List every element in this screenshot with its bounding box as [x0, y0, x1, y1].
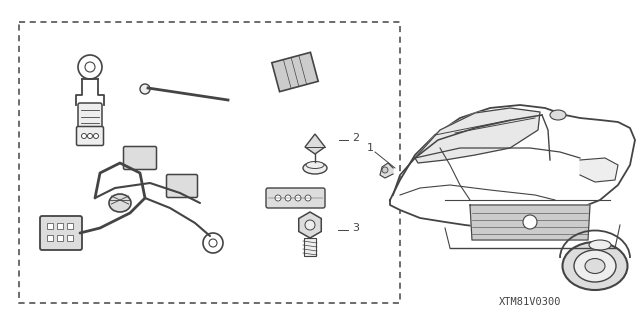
Polygon shape	[470, 205, 590, 240]
Polygon shape	[415, 108, 540, 163]
Polygon shape	[305, 134, 325, 154]
Polygon shape	[380, 163, 393, 178]
Ellipse shape	[585, 258, 605, 273]
Bar	[67, 223, 73, 229]
Bar	[47, 235, 53, 241]
Circle shape	[93, 133, 99, 138]
Circle shape	[275, 195, 281, 201]
Circle shape	[81, 133, 86, 138]
Circle shape	[382, 167, 388, 173]
Ellipse shape	[574, 250, 616, 282]
Text: 3: 3	[352, 223, 359, 233]
Ellipse shape	[550, 110, 566, 120]
FancyBboxPatch shape	[124, 146, 157, 169]
Circle shape	[88, 133, 93, 138]
Circle shape	[285, 195, 291, 201]
FancyBboxPatch shape	[40, 216, 82, 250]
Bar	[19, 22, 400, 303]
Circle shape	[140, 84, 150, 94]
Bar	[57, 223, 63, 229]
Circle shape	[295, 195, 301, 201]
Ellipse shape	[563, 242, 627, 290]
FancyBboxPatch shape	[77, 127, 104, 145]
Ellipse shape	[306, 161, 324, 168]
Bar	[304, 238, 316, 256]
FancyBboxPatch shape	[166, 174, 198, 197]
Text: 1: 1	[367, 143, 374, 153]
Ellipse shape	[589, 240, 611, 250]
Text: 2: 2	[352, 133, 359, 143]
Bar	[57, 235, 63, 241]
FancyBboxPatch shape	[266, 188, 325, 208]
FancyBboxPatch shape	[78, 103, 102, 129]
Ellipse shape	[109, 194, 131, 212]
Polygon shape	[580, 158, 618, 182]
Polygon shape	[390, 105, 635, 228]
Circle shape	[305, 195, 311, 201]
Polygon shape	[299, 212, 321, 238]
Polygon shape	[272, 52, 318, 92]
Bar	[67, 235, 73, 241]
Circle shape	[305, 220, 315, 230]
Circle shape	[523, 215, 537, 229]
Text: XTM81V0300: XTM81V0300	[499, 297, 561, 307]
Ellipse shape	[303, 162, 327, 174]
Bar	[47, 223, 53, 229]
